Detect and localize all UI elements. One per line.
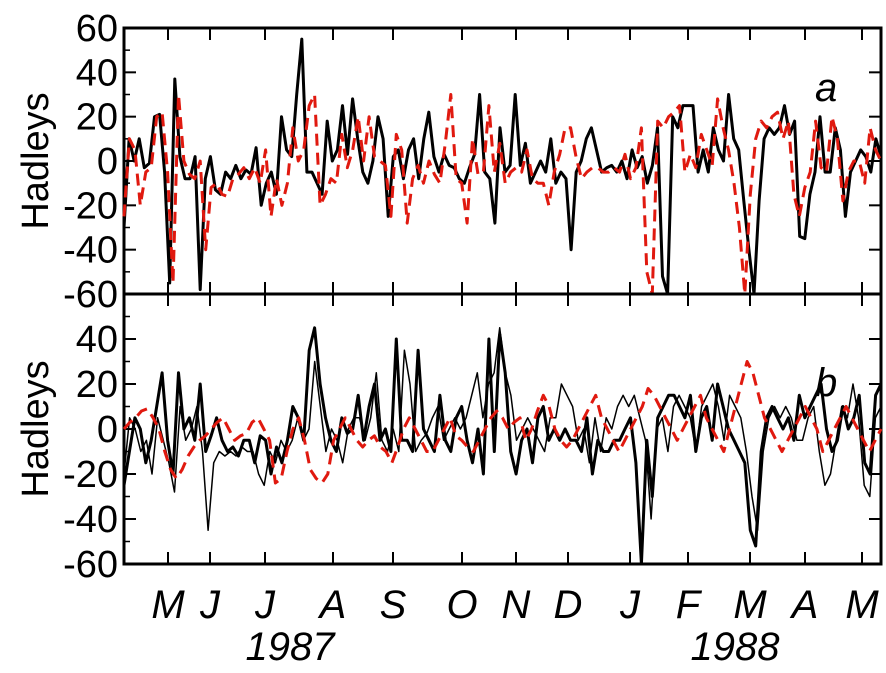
ytick-label: -40	[63, 230, 118, 272]
ytick-label: -60	[63, 274, 118, 316]
series-line-solid-thick	[122, 326, 883, 566]
panel-a-ylabel: Hadleys	[15, 92, 57, 229]
series-line-solid-thin	[123, 327, 882, 532]
ytick-label: 60	[76, 8, 118, 50]
panel-b-ticks	[124, 294, 881, 565]
panel-b-letter: b	[815, 361, 837, 405]
month-label: D	[554, 583, 583, 627]
month-label: M	[733, 583, 767, 627]
month-label: M	[151, 583, 185, 627]
ytick-label: -20	[63, 185, 118, 227]
panel-a-letter: a	[815, 66, 837, 110]
month-label: A	[790, 583, 819, 627]
ytick-label: -40	[63, 499, 118, 541]
year-label-1987: 1987	[246, 625, 337, 669]
month-label: A	[318, 583, 347, 627]
series-line-solid-thick	[122, 37, 883, 296]
ytick-label: -20	[63, 454, 118, 496]
ytick-label: 40	[76, 52, 118, 94]
ytick-label: 0	[97, 141, 118, 183]
ytick-label: 40	[76, 319, 118, 361]
month-label: O	[446, 583, 477, 627]
ytick-label: 20	[76, 97, 118, 139]
month-label: N	[502, 583, 531, 627]
series-line-dashed	[122, 360, 883, 485]
panel-b-ylabel: Hadleys	[15, 360, 57, 497]
x-year-labels: 1987 1988	[246, 625, 781, 669]
ytick-label: -60	[63, 544, 118, 586]
month-label: J	[254, 583, 276, 627]
series-line-dashed	[122, 93, 883, 296]
panel-a-series	[122, 37, 883, 296]
month-label: J	[619, 583, 641, 627]
month-label: M	[845, 583, 879, 627]
ytick-label: 20	[76, 364, 118, 406]
ytick-label: 0	[97, 409, 118, 451]
panel-b-series	[122, 326, 883, 566]
month-label: S	[380, 583, 407, 627]
month-label: J	[199, 583, 221, 627]
month-label: F	[676, 583, 703, 627]
year-label-1988: 1988	[691, 625, 781, 669]
